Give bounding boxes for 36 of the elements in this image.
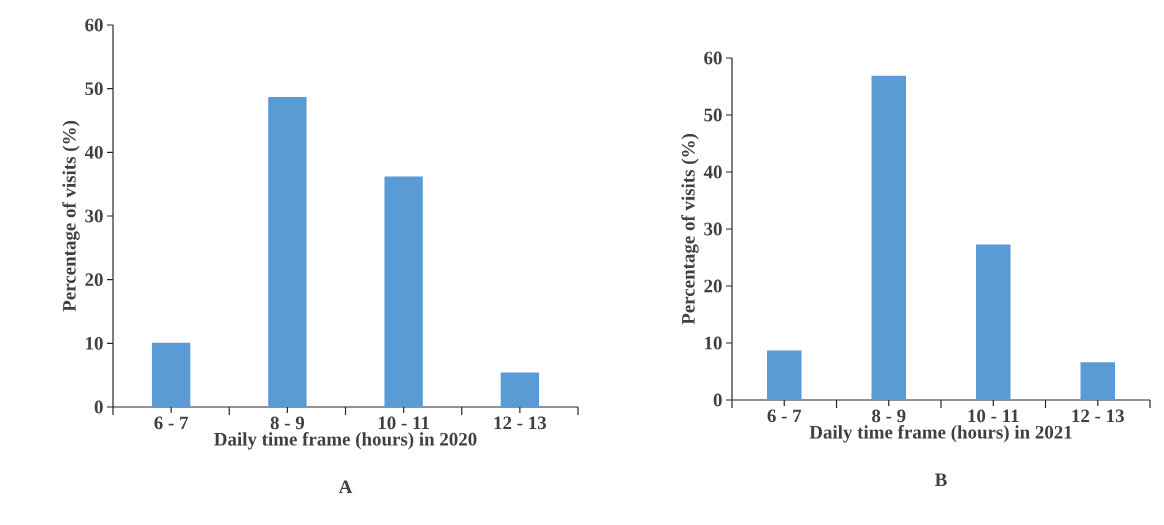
y-tick-label: 30 <box>85 209 103 223</box>
bar <box>268 96 307 407</box>
y-tick-label: 30 <box>704 222 722 236</box>
y-tick-label: 40 <box>84 145 103 159</box>
x-tick-label: 8 - 9 <box>270 416 305 430</box>
text: A <box>338 480 353 493</box>
bar <box>500 372 540 407</box>
x-tick-label: 12 - 13 <box>1072 409 1124 423</box>
x-axis-title: Daily time frame (hours) in 2021 <box>809 425 1072 443</box>
y-tick-label: 50 <box>704 108 722 122</box>
bar <box>871 75 906 400</box>
x-tick-label: 6 - 7 <box>154 416 189 430</box>
bar <box>976 244 1011 400</box>
x-tick-label: 12 - 13 <box>494 416 547 430</box>
y-tick-label: 50 <box>85 82 103 96</box>
y-axis-title: Percentage of visits (%) <box>681 134 699 325</box>
bar <box>384 176 423 407</box>
y-tick-label: 60 <box>704 51 722 65</box>
x-tick-label: 10 - 11 <box>378 416 429 430</box>
y-tick-label: 10 <box>705 336 722 350</box>
bar <box>767 350 802 400</box>
y-tick-label: 0 <box>713 393 722 407</box>
x-tick-label: 10 - 11 <box>968 409 1019 423</box>
y-axis-title: Percentage of visits (%) <box>62 121 80 312</box>
y-tick-label: 20 <box>704 279 722 293</box>
y-tick-label: 40 <box>703 165 722 179</box>
y-tick-label: 10 <box>86 336 103 350</box>
x-tick-label: 6 - 7 <box>767 409 802 423</box>
text: B <box>935 473 947 486</box>
bar <box>151 342 191 407</box>
x-tick-label: 8 - 9 <box>872 409 906 423</box>
y-tick-label: 20 <box>85 273 103 287</box>
y-tick-label: 60 <box>85 18 103 32</box>
bar <box>1080 362 1115 400</box>
y-tick-label: 0 <box>94 400 103 414</box>
x-axis-title: Daily time frame (hours) in 2020 <box>214 432 477 450</box>
